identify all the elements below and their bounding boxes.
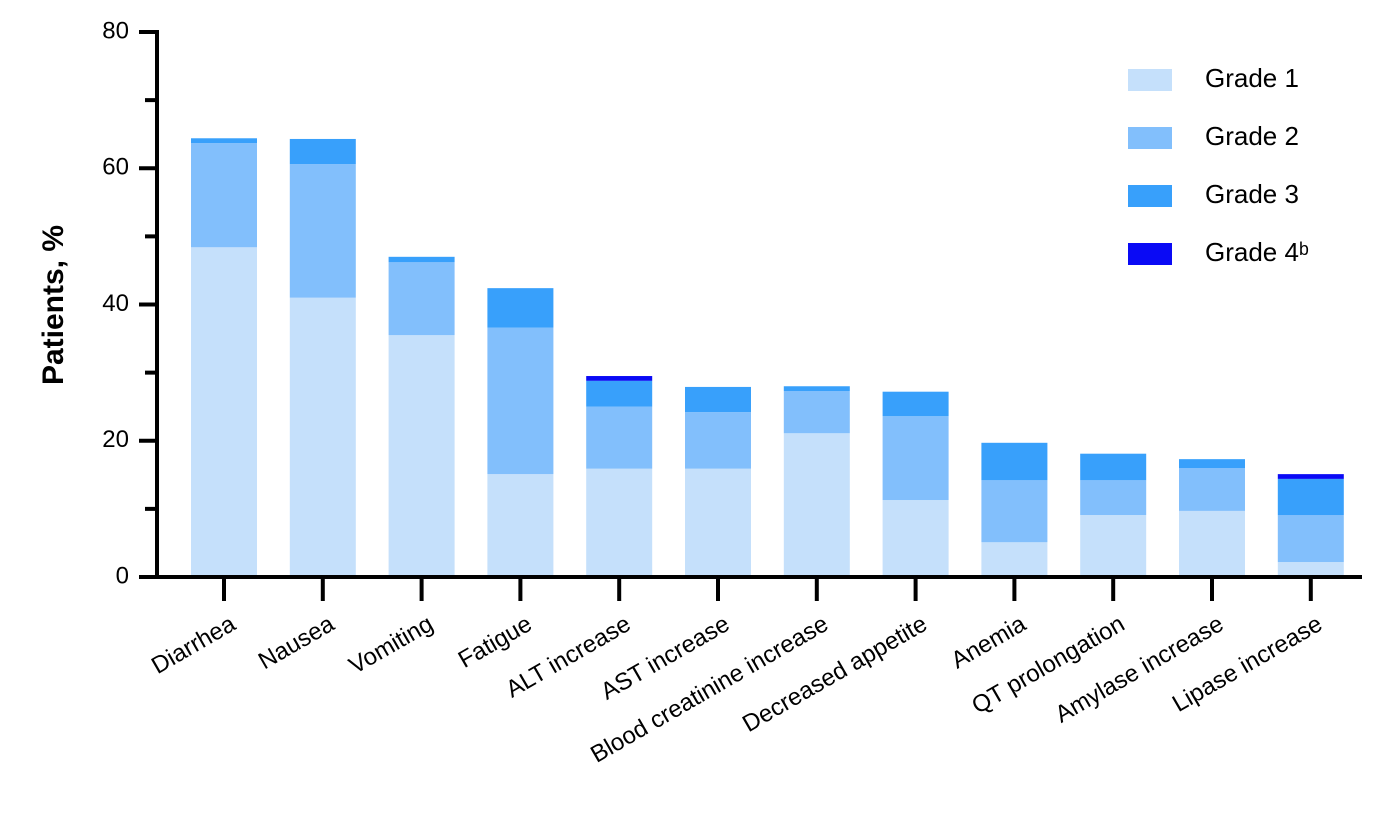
y-tick-label: 0 — [116, 562, 129, 589]
bar-segment — [388, 256, 455, 263]
bar-segment — [882, 416, 949, 501]
x-tick-label: Diarrhea — [147, 610, 241, 680]
bar-segment — [586, 376, 653, 381]
x-tick-label: Fatigue — [454, 610, 537, 673]
legend-swatch — [1128, 69, 1172, 91]
bar-segment — [1179, 459, 1245, 468]
bar-segment — [289, 297, 356, 577]
bar-segment — [1080, 453, 1147, 481]
x-tick-label: Decreased appetite — [738, 610, 932, 737]
legend-label: Grade 2 — [1205, 121, 1299, 151]
y-tick-label: 40 — [102, 290, 129, 317]
bar-segment — [191, 143, 257, 248]
x-tick-label: Anemia — [947, 610, 1032, 674]
legend-swatch — [1128, 127, 1172, 149]
bar-segment — [191, 247, 257, 577]
bar-segment — [783, 433, 850, 577]
bar-segment — [1277, 562, 1344, 577]
bar-segment — [1179, 468, 1245, 511]
bar-segment — [1179, 510, 1245, 577]
bar-segment — [289, 138, 356, 165]
legend-label: Grade 3 — [1205, 179, 1299, 209]
bar-segment — [586, 406, 653, 469]
x-tick-label: Vomiting — [345, 610, 438, 679]
bar-segment — [191, 138, 257, 144]
bar-segment — [685, 386, 751, 413]
x-tick-label: Amylase increase — [1051, 610, 1229, 728]
y-tick-label: 80 — [102, 17, 129, 44]
legend-swatch — [1128, 243, 1172, 265]
bar-segment — [586, 468, 653, 577]
bar-segment — [388, 262, 455, 336]
bar-segment — [685, 468, 751, 577]
bar-segment — [981, 442, 1048, 481]
bar-segment — [981, 480, 1048, 543]
bar-segment — [783, 386, 850, 392]
bar-segment — [586, 380, 653, 407]
y-tick-label: 60 — [102, 154, 129, 181]
legend-label: Grade 4ᵇ — [1205, 237, 1309, 267]
bar-segment — [1277, 515, 1344, 563]
legend-label: Grade 1 — [1205, 63, 1299, 93]
legend-swatch — [1128, 185, 1172, 207]
y-tick-label: 20 — [102, 426, 129, 453]
y-axis-label: Patients, % — [37, 225, 70, 385]
bar-segment — [1277, 474, 1344, 479]
bar-segment — [487, 474, 554, 577]
x-tick-label: Nausea — [254, 610, 340, 675]
bar-segment — [487, 327, 554, 475]
bar-segment — [487, 288, 554, 328]
bar-segment — [1080, 515, 1147, 577]
bar-segment — [289, 164, 356, 298]
bar-segment — [882, 391, 949, 417]
bar-segment — [783, 391, 850, 434]
bar-segment — [685, 412, 751, 469]
bar-segment — [981, 542, 1048, 577]
bar-segment — [882, 500, 949, 577]
bar-segment — [1277, 478, 1344, 516]
bar-segment — [388, 335, 455, 577]
bar-segment — [1080, 480, 1147, 516]
